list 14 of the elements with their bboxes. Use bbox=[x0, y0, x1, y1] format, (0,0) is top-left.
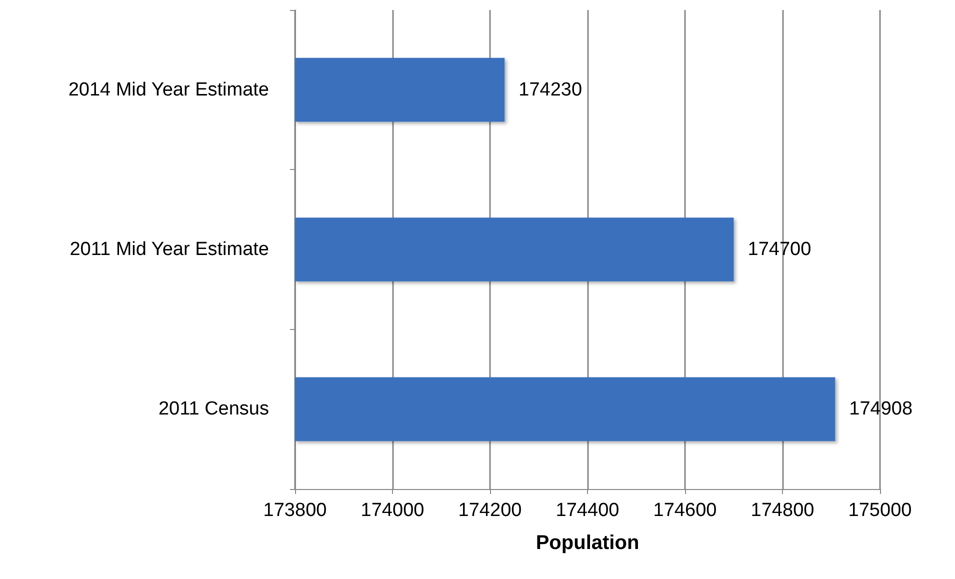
x-tick-label: 174000 bbox=[360, 500, 424, 521]
y-tick-label: 2014 Mid Year Estimate bbox=[68, 79, 269, 100]
y-tick-label: 2011 Census bbox=[158, 398, 269, 420]
x-tick-label: 173800 bbox=[263, 500, 327, 521]
y-tick-label: 2011 Mid Year Estimate bbox=[70, 239, 269, 260]
x-tick-label: 174600 bbox=[653, 500, 717, 521]
x-tick-label: 174800 bbox=[750, 500, 814, 521]
data-label: 174700 bbox=[748, 239, 812, 260]
x-tick-label: 174200 bbox=[458, 500, 522, 521]
x-tick-label: 175000 bbox=[848, 500, 912, 521]
x-axis-title: Population bbox=[536, 532, 640, 554]
data-label: 174908 bbox=[849, 398, 913, 420]
data-label: 174230 bbox=[518, 79, 582, 100]
x-tick-label: 174400 bbox=[556, 500, 620, 521]
